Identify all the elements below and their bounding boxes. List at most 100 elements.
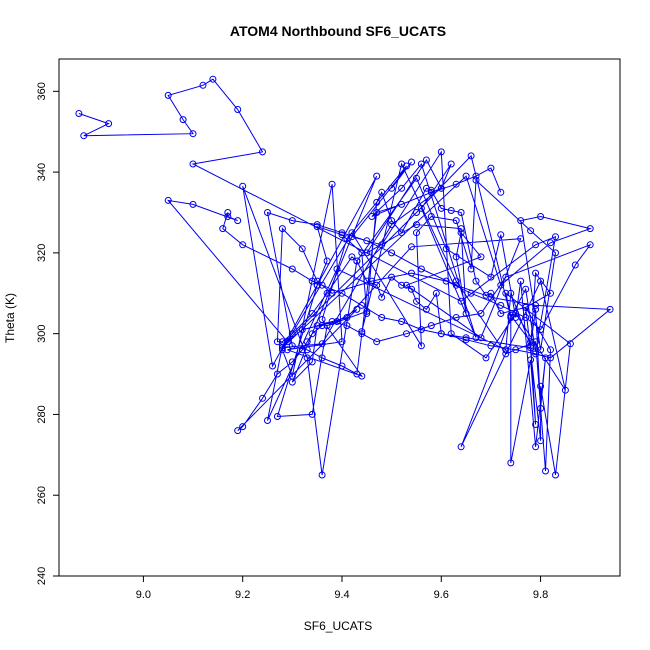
data-point xyxy=(308,310,316,317)
y-tick-label: 360 xyxy=(36,82,48,100)
plot-frame xyxy=(58,58,621,577)
data-point xyxy=(497,231,505,239)
data-point xyxy=(462,336,470,344)
data-point xyxy=(462,172,470,180)
data-point xyxy=(80,132,88,140)
data-point xyxy=(606,305,614,313)
data-point xyxy=(273,413,281,420)
y-tick-label: 320 xyxy=(36,244,48,262)
data-point xyxy=(477,334,485,342)
data-point xyxy=(537,437,545,445)
data-point xyxy=(517,235,525,243)
data-point xyxy=(497,301,505,309)
data-point xyxy=(338,231,346,239)
data-point xyxy=(288,342,296,350)
series-line xyxy=(78,78,612,476)
data-point xyxy=(497,310,505,317)
data-point xyxy=(413,209,420,216)
data-point xyxy=(358,249,366,257)
data-point xyxy=(278,225,286,233)
data-point xyxy=(298,346,306,354)
data-point xyxy=(378,293,386,301)
data-point xyxy=(234,427,242,435)
data-point xyxy=(308,330,316,338)
data-point xyxy=(522,285,530,293)
data-point xyxy=(179,116,187,124)
data-point xyxy=(532,421,540,428)
data-point xyxy=(477,253,485,261)
data-point xyxy=(189,160,197,168)
data-point xyxy=(437,204,445,212)
data-point xyxy=(462,334,470,342)
data-point xyxy=(537,382,545,390)
data-point xyxy=(502,346,510,354)
data-point xyxy=(273,370,281,378)
data-point xyxy=(472,277,480,285)
data-point xyxy=(472,172,480,180)
y-tick-label: 240 xyxy=(36,567,48,585)
data-point xyxy=(378,188,386,196)
data-point xyxy=(333,265,341,273)
data-point xyxy=(432,289,440,297)
data-point xyxy=(537,346,545,354)
data-point xyxy=(105,120,113,128)
data-point xyxy=(447,207,455,214)
data-point xyxy=(442,245,450,253)
data-point xyxy=(457,297,465,305)
data-point xyxy=(264,209,271,216)
data-point xyxy=(417,342,425,350)
data-point xyxy=(368,213,376,220)
data-point xyxy=(373,198,381,206)
data-point xyxy=(586,241,594,249)
x-axis-label: SF6_UCATS xyxy=(304,619,372,633)
data-point xyxy=(338,229,346,237)
data-point xyxy=(527,227,535,235)
data-point xyxy=(442,277,450,285)
data-point xyxy=(288,378,296,386)
data-point xyxy=(264,417,271,424)
data-point xyxy=(199,81,207,89)
data-point xyxy=(189,130,197,138)
data-point xyxy=(507,459,515,467)
data-point xyxy=(422,305,430,313)
data-point xyxy=(338,362,346,370)
data-point xyxy=(512,346,520,354)
data-point xyxy=(358,301,366,309)
data-point xyxy=(477,310,485,317)
data-point xyxy=(363,277,371,285)
data-point xyxy=(303,354,311,362)
data-point xyxy=(328,289,336,297)
data-point xyxy=(527,356,535,364)
data-point xyxy=(457,229,465,237)
data-point xyxy=(532,241,540,249)
data-point xyxy=(288,217,296,225)
data-point xyxy=(561,386,569,394)
y-axis: 240 260 280 300 320 340 360 xyxy=(36,82,59,585)
data-point xyxy=(308,410,316,418)
data-point xyxy=(313,322,321,330)
data-point xyxy=(363,310,371,317)
data-point xyxy=(348,229,356,237)
data-point xyxy=(308,358,316,366)
data-point xyxy=(497,281,505,289)
data-point xyxy=(75,110,83,117)
data-point xyxy=(269,362,276,370)
data-point xyxy=(547,354,554,362)
data-point xyxy=(417,265,425,273)
data-point xyxy=(303,346,311,354)
data-point xyxy=(313,221,321,229)
data-point xyxy=(373,172,381,180)
data-point xyxy=(378,314,386,321)
data-point xyxy=(398,229,406,237)
data-point xyxy=(303,338,311,346)
data-point xyxy=(343,235,351,243)
data-point xyxy=(353,305,361,313)
data-point xyxy=(542,467,549,475)
data-point xyxy=(417,204,425,212)
x-axis: 9.0 9.2 9.4 9.6 9.8 xyxy=(136,576,548,601)
data-point xyxy=(532,338,540,346)
data-point xyxy=(398,184,406,192)
data-point xyxy=(552,249,559,257)
data-point xyxy=(388,217,396,225)
data-point xyxy=(417,160,425,168)
